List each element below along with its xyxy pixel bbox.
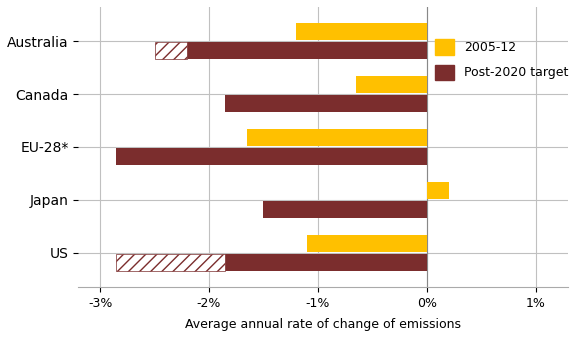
Bar (116, 254, 225, 271)
Bar (247, 129, 427, 146)
Bar (225, 95, 427, 112)
Bar (427, 182, 449, 199)
Bar (296, 23, 427, 40)
Bar (264, 201, 427, 218)
Bar (307, 235, 427, 251)
Bar (116, 148, 427, 165)
Bar (356, 76, 427, 93)
Legend: 2005-12, Post-2020 target: 2005-12, Post-2020 target (431, 35, 572, 83)
X-axis label: Average annual rate of change of emissions: Average annual rate of change of emissio… (186, 318, 461, 331)
Bar (187, 42, 427, 59)
Bar (225, 254, 427, 271)
Bar (154, 42, 187, 59)
